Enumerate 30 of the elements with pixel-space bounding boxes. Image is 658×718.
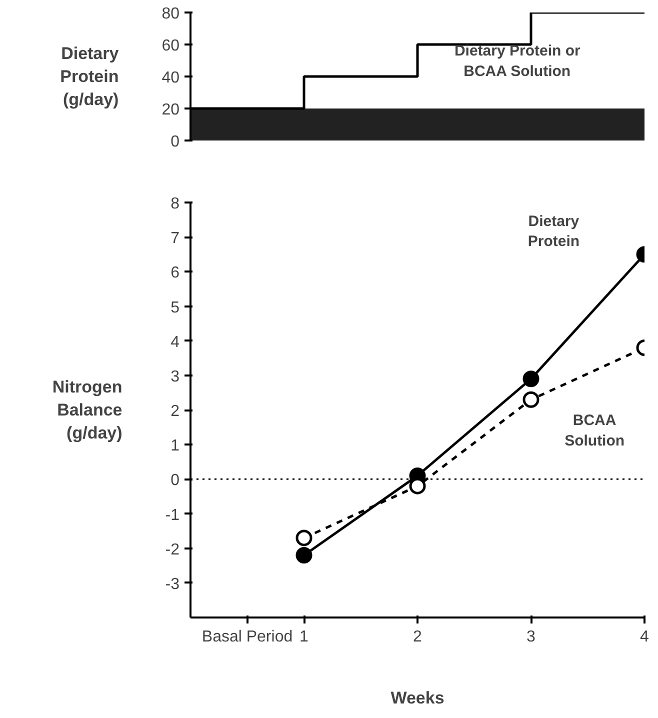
x-tick-label: 1 <box>300 628 309 646</box>
y-axis-title: Nitrogen Balance (g/day) <box>52 378 122 442</box>
y-tick-label: 60 <box>162 38 180 54</box>
y-tick-label: 0 <box>170 134 180 150</box>
y-tick-label: -3 <box>165 576 180 593</box>
y-axis-title: Dietary Protein (g/day) <box>60 44 120 109</box>
y-tick-label: 5 <box>170 299 180 316</box>
x-tick-label: Basal Period <box>202 628 293 646</box>
y-tick-label: 20 <box>162 102 180 118</box>
y-tick-label: 3 <box>170 368 180 386</box>
y-tick-label: 1 <box>170 438 180 455</box>
y-tick-label: 6 <box>170 264 180 282</box>
y-tick-label: 8 <box>170 196 180 212</box>
y-tick-label: -2 <box>165 541 180 558</box>
y-tick-label: 0 <box>170 472 180 490</box>
x-tick-label: 4 <box>640 628 650 646</box>
y-tick-label: 80 <box>162 6 180 22</box>
y-tick-label: 40 <box>162 70 180 86</box>
y-tick-label: -1 <box>165 506 180 524</box>
annotation: Dietary Protein or BCAA Solution <box>454 42 580 80</box>
annotation: Dietary Protein <box>528 212 580 250</box>
annotation: BCAA Solution <box>564 412 625 450</box>
x-tick-label: 2 <box>413 628 422 646</box>
y-tick-label: 4 <box>170 334 180 351</box>
point <box>296 530 312 546</box>
x-axis-title: Weeks <box>390 688 444 708</box>
point <box>296 547 312 564</box>
x-tick-label: 3 <box>526 628 536 646</box>
y-tick-label: 7 <box>170 230 180 248</box>
y-tick-label: 2 <box>170 403 180 420</box>
